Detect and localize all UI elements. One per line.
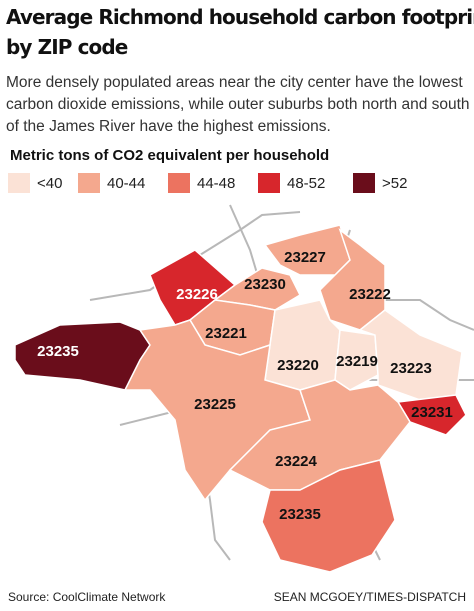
legend-item: 44-48	[168, 171, 235, 195]
legend-label: <40	[37, 174, 63, 192]
title: Average Richmond household carbon footpr…	[6, 2, 474, 62]
regions	[14, 224, 467, 573]
region-label: 23226	[176, 286, 218, 303]
region-label: 23222	[349, 286, 391, 303]
region-label: 23221	[205, 325, 247, 342]
region-label: 23235	[37, 343, 79, 360]
legend-label: 40-44	[107, 174, 146, 192]
legend-label: 48-52	[287, 174, 326, 192]
legend-swatch	[8, 173, 30, 193]
legend-item: 40-44	[78, 171, 145, 195]
map: 23227 23226 23230 23222 23221 23235 2322…	[14, 204, 474, 573]
road	[380, 299, 474, 331]
source: Source: CoolClimate Network	[8, 590, 166, 604]
legend: <40 40-44 44-48 48-52 >52	[8, 171, 468, 195]
legend-title: Metric tons of CO2 equivalent per househ…	[10, 147, 330, 164]
legend-swatch	[78, 173, 100, 193]
region-label: 23223	[390, 360, 432, 377]
credit: SEAN MCGOEY/TIMES-DISPATCH	[273, 590, 466, 604]
road	[89, 211, 301, 301]
subtitle: More densely populated areas near the ci…	[6, 74, 470, 135]
region-label: 23235	[279, 506, 321, 523]
region-label: 23230	[244, 276, 286, 293]
region	[261, 459, 396, 573]
legend-item: >52	[353, 171, 407, 195]
region-label: 23227	[284, 249, 326, 266]
legend-item: <40	[8, 171, 62, 195]
region-label: 23224	[275, 453, 317, 470]
region	[319, 227, 386, 331]
region	[334, 329, 379, 391]
title-line: Average Richmond household carbon footpr…	[6, 5, 474, 29]
legend-label: 44-48	[197, 174, 236, 192]
region-labels: 23227 23226 23230 23222 23221 23235 2322…	[37, 249, 453, 523]
region-label: 23231	[411, 404, 453, 421]
legend-swatch	[258, 173, 280, 193]
legend-label: >52	[382, 174, 408, 192]
region-label: 23225	[194, 396, 236, 413]
region-label: 23220	[277, 357, 319, 374]
legend-swatch	[168, 173, 190, 193]
legend-item: 48-52	[258, 171, 325, 195]
legend-swatch	[353, 173, 375, 193]
title-line: by ZIP code	[6, 35, 128, 59]
region-label: 23219	[336, 353, 378, 370]
